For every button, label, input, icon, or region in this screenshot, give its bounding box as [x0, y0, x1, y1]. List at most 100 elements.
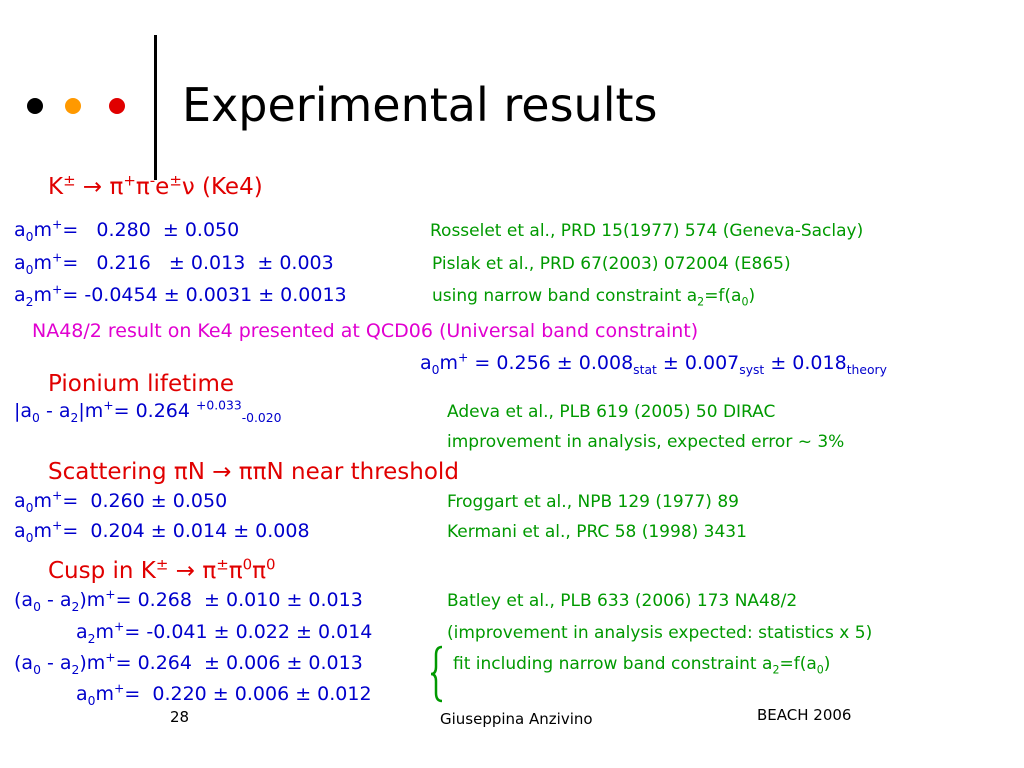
- text-part: +0.033: [196, 398, 242, 413]
- text-part: ± 0.018: [764, 352, 847, 374]
- text-part: a: [14, 252, 26, 274]
- result-value: a2m+= -0.0454 ± 0.0031 ± 0.0013: [14, 282, 347, 307]
- text-part: +: [52, 282, 63, 297]
- text-part: +: [52, 217, 63, 232]
- text-part: = 0.204 ± 0.014 ± 0.008: [62, 520, 310, 542]
- brace: [430, 645, 443, 703]
- text-part: m: [95, 683, 115, 705]
- text-part: (a: [14, 589, 34, 611]
- text-part: +: [114, 681, 125, 696]
- text-part: m: [95, 621, 115, 643]
- text-part: 0: [32, 410, 40, 425]
- text-part: = 0.216 ± 0.013 ± 0.003: [62, 252, 334, 274]
- text-part: m: [33, 520, 53, 542]
- text-part: m: [33, 490, 53, 512]
- text-part: |m: [78, 400, 104, 422]
- result-value: |a0 - a2|m+= 0.264 +0.033-0.020: [14, 398, 282, 423]
- reference: fit including narrow band constraint a2=…: [453, 654, 831, 677]
- result-value: a0m+= 0.280 ± 0.050: [14, 217, 240, 242]
- text-part: ±: [155, 555, 169, 574]
- text-part: ±: [169, 171, 182, 190]
- divider-line: [154, 35, 157, 180]
- combined-result: a0m+ = 0.256 ± 0.008stat ± 0.007syst ± 0…: [420, 350, 887, 375]
- reference: Rosselet et al., PRD 15(1977) 574 (Genev…: [430, 221, 864, 241]
- result-value: a2m+= -0.041 ± 0.022 ± 0.014: [76, 619, 373, 644]
- text-part: = 0.264 ± 0.006 ± 0.013: [115, 652, 363, 674]
- result-value: a0m+= 0.220 ± 0.006 ± 0.012: [76, 681, 372, 706]
- text-part: = 0.260 ± 0.050: [62, 490, 228, 512]
- section-heading: Cusp in K± → π±π0π0: [48, 557, 275, 584]
- reference: using narrow band constraint a2=f(a0): [432, 286, 756, 309]
- reference: improvement in analysis, expected error …: [447, 432, 845, 452]
- reference: Batley et al., PLB 633 (2006) 173 NA48/2: [447, 591, 798, 611]
- result-value: (a0 - a2)m+= 0.268 ± 0.010 ± 0.013: [14, 587, 363, 612]
- text-part: m: [439, 352, 459, 374]
- reference: Kermani et al., PRC 58 (1998) 3431: [447, 522, 747, 542]
- reference: (improvement in analysis expected: stati…: [447, 623, 873, 643]
- text-part: 0: [25, 262, 34, 277]
- text-part: a: [14, 520, 26, 542]
- text-part: = 0.264: [113, 400, 197, 422]
- text-part: using narrow band constraint a: [432, 286, 698, 306]
- text-part: -0.020: [241, 410, 282, 425]
- text-part: π: [252, 558, 266, 584]
- reference: Froggart et al., NPB 129 (1977) 89: [447, 492, 739, 512]
- text-part: = 0.280 ± 0.050: [62, 219, 240, 241]
- text-part: fit including narrow band constraint a: [453, 654, 773, 674]
- text-part: 2: [87, 631, 96, 646]
- text-part: 0: [25, 229, 34, 244]
- reference: Adeva et al., PLB 619 (2005) 50 DIRAC: [447, 402, 776, 422]
- text-part: 0: [33, 599, 41, 614]
- text-part: a: [76, 621, 88, 643]
- text-part: ): [823, 654, 831, 674]
- text-part: +: [114, 619, 125, 634]
- slide-title: Experimental results: [182, 78, 658, 132]
- result-value: a0m+= 0.204 ± 0.014 ± 0.008: [14, 518, 310, 543]
- text-part: a: [14, 490, 26, 512]
- text-part: -: [149, 171, 156, 190]
- text-part: ± 0.007: [656, 352, 740, 374]
- text-part: 0: [25, 530, 34, 545]
- text-part: +: [52, 250, 63, 265]
- text-part: ±: [216, 555, 229, 574]
- text-part: π: [135, 174, 150, 200]
- text-part: K: [48, 174, 64, 200]
- text-part: = -0.0454 ± 0.0031 ± 0.0013: [62, 284, 347, 306]
- text-part: a: [420, 352, 432, 374]
- text-part: m: [33, 252, 53, 274]
- text-part: +: [105, 587, 116, 602]
- text-part: =f(a: [779, 654, 817, 674]
- text-part: a: [14, 284, 26, 306]
- text-part: 0: [741, 295, 749, 309]
- text-part: 0: [33, 662, 41, 677]
- text-part: syst: [739, 362, 765, 377]
- text-part: → π: [168, 558, 217, 584]
- page-number: 28: [170, 708, 190, 726]
- text-part: +: [458, 350, 469, 365]
- text-part: 2: [70, 410, 79, 425]
- text-part: ): [748, 286, 756, 306]
- text-part: = 0.268 ± 0.010 ± 0.013: [115, 589, 363, 611]
- bullet-dot: [109, 98, 125, 114]
- text-part: )m: [79, 589, 106, 611]
- text-part: m: [33, 284, 53, 306]
- section-heading: Pionium lifetime: [48, 371, 235, 397]
- text-part: - a: [39, 400, 71, 422]
- text-part: (a: [14, 652, 34, 674]
- text-part: 0: [816, 663, 824, 677]
- text-part: a: [14, 219, 26, 241]
- text-part: +: [52, 518, 63, 533]
- text-part: = -0.041 ± 0.022 ± 0.014: [124, 621, 373, 643]
- bullet-dot: [65, 98, 81, 114]
- text-part: +: [52, 488, 63, 503]
- text-part: a: [76, 683, 88, 705]
- text-part: 0: [431, 362, 440, 377]
- footer-event: BEACH 2006: [757, 706, 852, 724]
- section-heading: K± → π+π-e±ν (Ke4): [48, 173, 263, 200]
- text-part: 0: [25, 500, 34, 515]
- text-part: theory: [846, 362, 887, 377]
- result-value: (a0 - a2)m+= 0.264 ± 0.006 ± 0.013: [14, 651, 363, 675]
- text-part: → π: [75, 174, 124, 200]
- text-part: 0: [265, 555, 276, 574]
